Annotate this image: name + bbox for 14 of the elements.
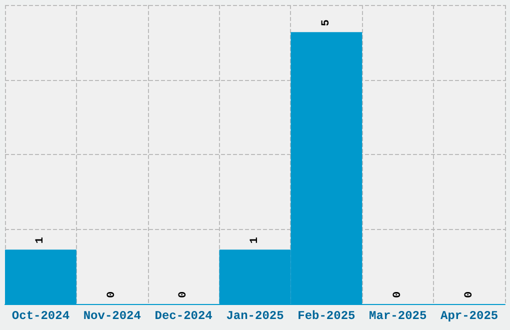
data-label: 0: [392, 291, 404, 298]
data-label: 0: [106, 291, 118, 298]
x-tick-label: Apr-2025: [440, 309, 498, 323]
data-label: 0: [463, 291, 476, 298]
x-tick-label: Mar-2025: [369, 309, 427, 323]
data-label: 1: [34, 236, 47, 244]
x-tick-label: Dec-2024: [154, 309, 212, 323]
data-label: 5: [320, 19, 332, 26]
x-tick-label: Oct-2024: [12, 309, 70, 323]
x-tick-label: Feb-2025: [298, 309, 356, 323]
x-tick-label: Nov-2024: [83, 309, 141, 323]
data-label: 0: [178, 291, 190, 298]
x-tick-label: Jan-2025: [226, 309, 284, 323]
data-label: 1: [249, 236, 261, 244]
